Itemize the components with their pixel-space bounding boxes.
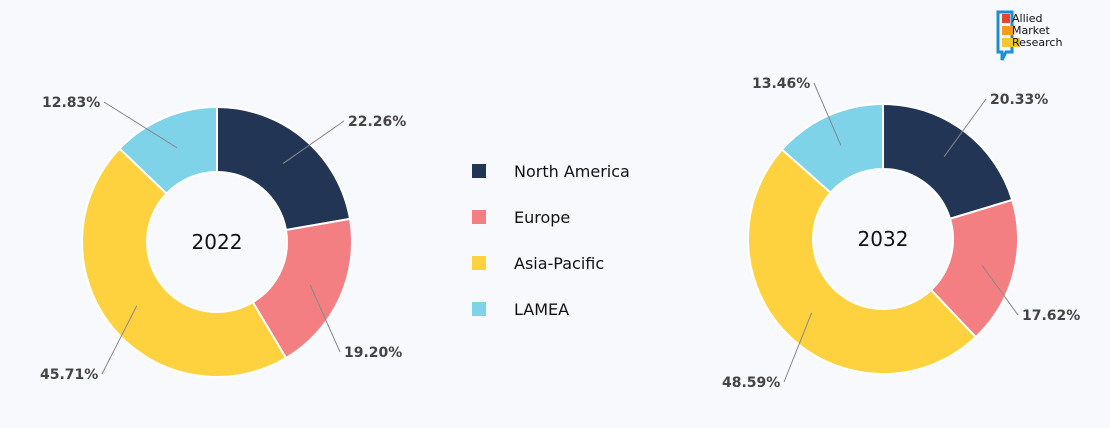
legend-label: Europe bbox=[514, 207, 571, 227]
legend: North America Europe Asia-Pacific LAMEA bbox=[472, 148, 630, 332]
center-label: 2032 bbox=[858, 227, 909, 251]
legend-swatch bbox=[472, 256, 486, 270]
legend-swatch bbox=[472, 210, 486, 224]
center-label: 2022 bbox=[192, 230, 243, 254]
data-label: 45.71% bbox=[40, 367, 98, 383]
legend-item-asia-pacific: Asia-Pacific bbox=[472, 240, 630, 286]
slice-north-america bbox=[216, 105, 352, 232]
data-label: 20.33% bbox=[990, 92, 1048, 108]
slice-lamea bbox=[780, 102, 884, 194]
logo-text: Research bbox=[1012, 36, 1063, 49]
legend-label: Asia-Pacific bbox=[514, 253, 605, 273]
leader-line bbox=[309, 284, 341, 353]
data-label: 19.20% bbox=[344, 345, 402, 361]
slice-north-america bbox=[882, 102, 1014, 221]
data-label: 22.26% bbox=[348, 114, 406, 130]
data-label: 48.59% bbox=[722, 375, 780, 391]
data-label: 17.62% bbox=[1022, 308, 1080, 324]
legend-item-europe: Europe bbox=[472, 194, 630, 240]
logo-text: Market bbox=[1012, 24, 1050, 37]
leader-line bbox=[783, 312, 813, 383]
leader-line bbox=[943, 98, 987, 157]
legend-label: LAMEA bbox=[514, 299, 570, 319]
legend-item-north-america: North America bbox=[472, 148, 630, 194]
leader-line bbox=[101, 305, 138, 375]
data-label: 12.83% bbox=[42, 95, 100, 111]
slice-asia-pacific bbox=[747, 148, 978, 375]
leader-line bbox=[981, 265, 1019, 316]
legend-swatch bbox=[472, 302, 486, 316]
allied-market-research-logo: Allied Market Research bbox=[996, 10, 1086, 62]
legend-item-lamea: LAMEA bbox=[472, 286, 630, 332]
leader-line bbox=[282, 120, 345, 164]
leader-line bbox=[813, 82, 842, 146]
leader-line bbox=[103, 101, 178, 149]
slice-asia-pacific bbox=[81, 147, 288, 378]
legend-swatch bbox=[472, 164, 486, 178]
slice-lamea bbox=[118, 105, 218, 195]
logo-text: Allied bbox=[1012, 12, 1043, 25]
legend-label: North America bbox=[514, 161, 630, 181]
data-label: 13.46% bbox=[752, 76, 810, 92]
